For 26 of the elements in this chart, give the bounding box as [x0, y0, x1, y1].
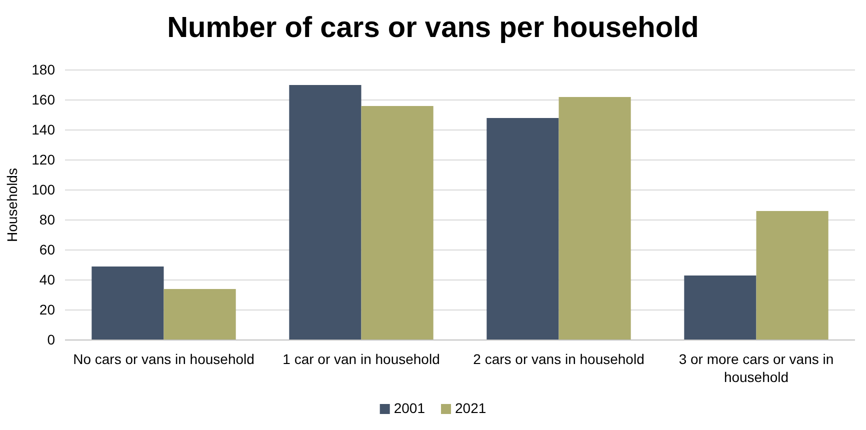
bar — [486, 118, 559, 340]
chart-title: Number of cars or vans per household — [167, 12, 699, 44]
x-tick-label: No cars or vans in household — [73, 350, 254, 367]
y-tick-label: 180 — [32, 61, 56, 78]
bar — [92, 266, 164, 340]
y-axis-title: Households — [4, 168, 20, 242]
y-tick-label: 140 — [32, 121, 56, 138]
bar — [756, 211, 828, 340]
legend-label: 2001 — [394, 400, 426, 416]
bar — [289, 85, 362, 340]
x-tick-label: 2 cars or vans in household — [473, 350, 644, 367]
y-tick-label: 0 — [47, 331, 56, 348]
legend-label: 2021 — [455, 400, 486, 416]
y-tick-label: 80 — [39, 211, 56, 228]
x-tick-label: 1 car or van in household — [282, 350, 440, 367]
bar — [558, 97, 631, 340]
y-tick-label: 40 — [39, 271, 56, 288]
y-tick-label: 20 — [39, 301, 56, 318]
y-tick-label: 60 — [39, 241, 56, 258]
y-tick-label: 100 — [32, 181, 56, 198]
bar — [684, 276, 756, 340]
y-tick-label: 160 — [32, 91, 56, 108]
bar — [164, 289, 236, 340]
x-tick-label: 3 or more cars or vans in household — [678, 350, 834, 386]
y-tick-label: 120 — [32, 151, 56, 168]
bar — [361, 106, 434, 340]
